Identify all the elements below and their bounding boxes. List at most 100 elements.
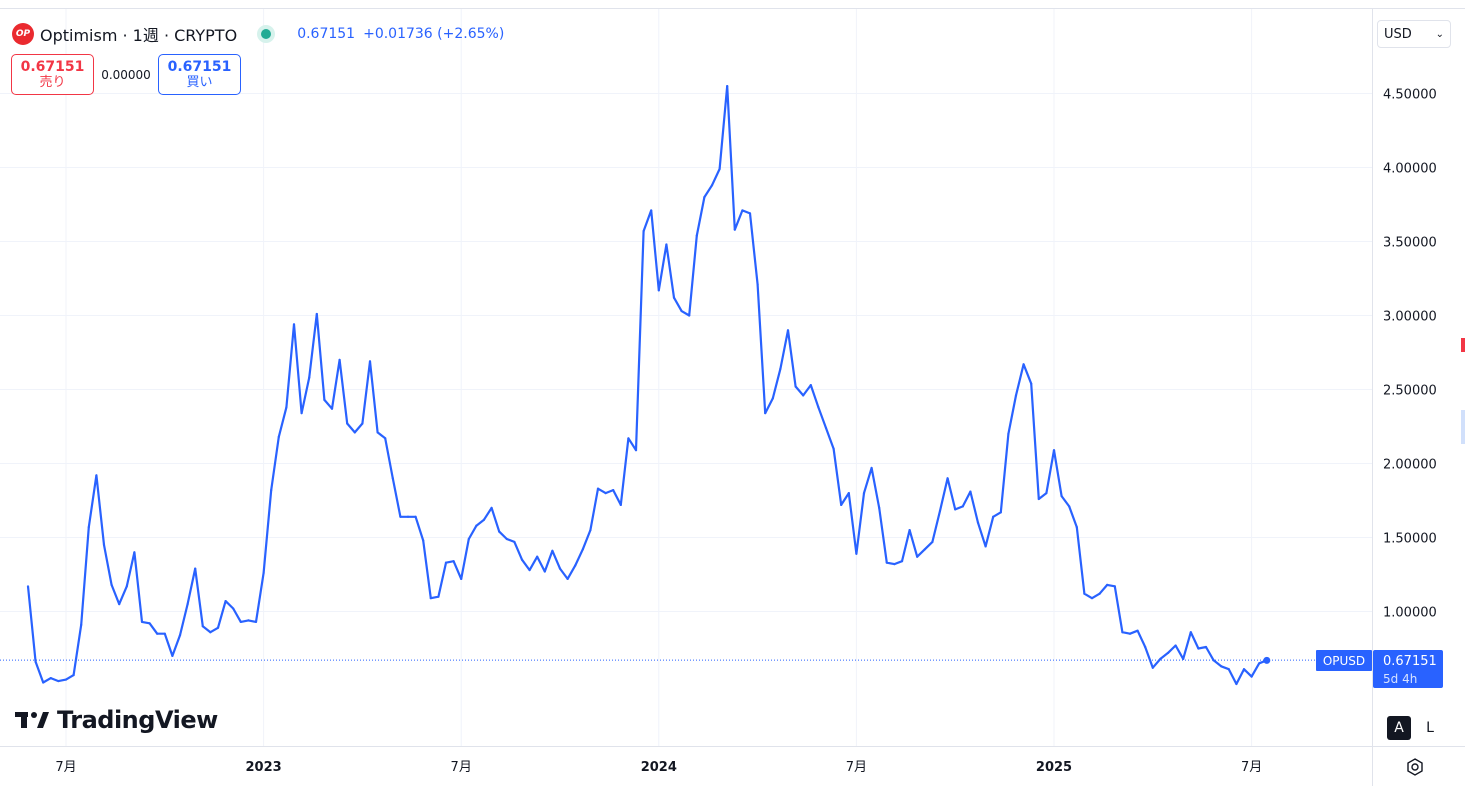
symbol-title[interactable]: Optimism · 1週 · CRYPTO: [40, 26, 238, 45]
data-point: [201, 625, 204, 628]
settings-icon[interactable]: [1404, 756, 1426, 778]
price-badge-countdown: 5d 4h: [1383, 672, 1417, 686]
data-point: [308, 376, 311, 379]
data-point: [1220, 665, 1223, 668]
data-point: [809, 383, 812, 387]
data-point: [840, 503, 843, 507]
market-status-icon[interactable]: [261, 29, 272, 39]
edge-marker-red: [1461, 338, 1465, 352]
buy-button[interactable]: 0.67151 買い: [158, 54, 241, 95]
data-point: [817, 406, 820, 409]
data-point: [186, 603, 189, 606]
data-point: [1159, 657, 1162, 660]
data-point: [1242, 668, 1246, 671]
sell-button[interactable]: 0.67151 売り: [11, 54, 94, 95]
data-point: [1121, 631, 1124, 634]
x-tick-label: 2025: [1036, 760, 1072, 775]
data-point: [558, 567, 562, 570]
data-point: [543, 570, 546, 573]
data-point: [330, 407, 334, 410]
top-border: [0, 8, 1465, 9]
data-point: [422, 539, 425, 542]
data-point: [551, 549, 554, 552]
data-point: [1113, 585, 1116, 588]
data-point: [399, 515, 402, 518]
data-point: [1136, 629, 1139, 632]
data-point: [323, 398, 326, 401]
time-axis: 7月 2023 7月 2024 7月 2025 7月: [55, 760, 1262, 775]
trade-panel: 0.67151 売り 0.00000 0.67151 買い: [11, 54, 241, 95]
data-point: [102, 543, 106, 547]
price-axis: 1.00000 1.50000 2.00000 2.50000 3.00000 3.500…: [1383, 88, 1437, 621]
currency-select[interactable]: USD ⌄: [1377, 20, 1451, 48]
data-point: [710, 184, 714, 187]
data-point: [384, 437, 387, 440]
data-point: [794, 385, 797, 388]
data-point: [596, 487, 600, 490]
symbol-badge-bg: [1316, 650, 1372, 671]
data-point: [376, 431, 379, 434]
data-point: [1098, 592, 1101, 595]
x-tick-label: 2024: [641, 760, 677, 775]
data-point: [437, 595, 440, 598]
data-point: [209, 631, 212, 634]
data-point: [650, 209, 653, 212]
data-point: [72, 674, 75, 677]
log-scale-button[interactable]: L: [1426, 720, 1434, 736]
data-point: [832, 447, 835, 450]
data-point: [581, 548, 584, 551]
data-point: [604, 492, 607, 495]
data-point: [938, 509, 942, 512]
data-point: [824, 426, 828, 430]
data-point: [1166, 651, 1170, 655]
sell-label: 売り: [39, 74, 66, 90]
data-point: [513, 540, 516, 544]
data-point: [1250, 675, 1253, 678]
edge-marker-blue: [1461, 410, 1465, 444]
price-scale-border: [1372, 9, 1373, 786]
data-point: [1227, 668, 1230, 671]
data-point: [262, 571, 265, 575]
data-point: [992, 515, 995, 518]
currency-value: USD: [1384, 26, 1412, 42]
data-point: [239, 620, 242, 623]
time-scale-border: [0, 746, 1465, 747]
data-point: [855, 552, 858, 555]
data-point: [733, 228, 736, 231]
data-point: [695, 234, 698, 237]
data-point: [140, 620, 144, 623]
data-point: [125, 585, 128, 588]
data-point: [1174, 644, 1177, 647]
data-point: [475, 524, 478, 527]
data-point: [1189, 631, 1192, 634]
data-point: [969, 490, 972, 493]
data-point: [482, 518, 486, 521]
tradingview-logo[interactable]: TradingView: [15, 706, 218, 734]
auto-scale-button[interactable]: A: [1387, 716, 1411, 740]
data-point: [361, 422, 364, 425]
price-badge-value: 0.67151: [1383, 654, 1437, 669]
data-point: [680, 309, 683, 313]
chart-legend[interactable]: OP Optimism · 1週 · CRYPTO 0.67151 +0.017…: [12, 22, 504, 46]
data-point: [520, 558, 524, 561]
chevron-down-icon: ⌄: [1435, 28, 1444, 40]
data-point: [961, 505, 964, 508]
x-tick-label: 2023: [246, 760, 282, 775]
data-point: [1022, 363, 1025, 366]
data-point: [536, 555, 539, 558]
data-point: [277, 435, 280, 438]
data-point: [976, 521, 980, 524]
data-point: [163, 632, 166, 635]
data-point: [999, 511, 1002, 514]
data-point: [748, 212, 752, 215]
data-point: [756, 283, 759, 286]
data-point: [467, 537, 470, 541]
optimism-logo-icon: OP: [12, 23, 34, 45]
data-point: [1068, 505, 1071, 508]
data-point: [49, 677, 52, 680]
data-point: [498, 530, 501, 533]
data-point: [893, 563, 896, 566]
data-point: [862, 492, 866, 495]
data-point: [300, 412, 303, 415]
